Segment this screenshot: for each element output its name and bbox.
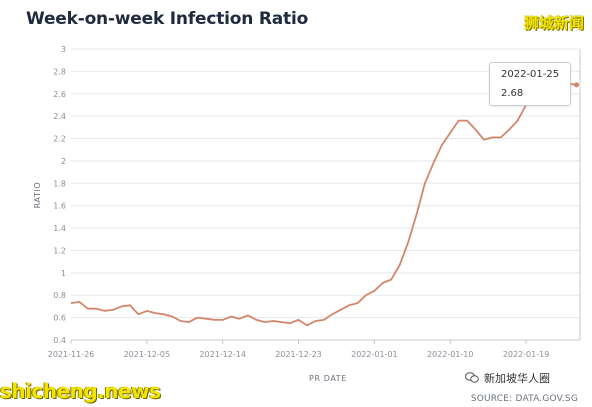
y-tick-label: 0.4 <box>53 336 66 345</box>
watermark-bottom-left: shicheng.news <box>0 379 161 403</box>
y-tick-label: 1.8 <box>53 179 66 188</box>
x-tick-label: 2022-01-01 <box>351 350 398 359</box>
y-tick-label: 2.4 <box>53 112 66 121</box>
x-tick-label: 2022-01-10 <box>427 350 474 359</box>
x-axis-label: PR DATE <box>309 374 347 383</box>
source-note: SOURCE: DATA.GOV.SG <box>470 394 578 404</box>
y-axis-ticks: 0.4 0.6 0.8 1 1.2 1.4 1.6 1.8 2 2.2 2.4 2.6 2.8 3 <box>53 45 66 345</box>
chart-title: Week-on-week Infection Ratio <box>26 9 309 29</box>
tooltip: 2022-01-25 2.68 <box>489 62 571 106</box>
y-tick-label: 2.2 <box>53 135 66 144</box>
y-tick-label: 0.8 <box>53 291 66 300</box>
y-tick-label: 2.8 <box>53 67 66 76</box>
hover-point[interactable] <box>574 82 580 88</box>
x-tick-label: 2021-12-05 <box>124 350 171 359</box>
tooltip-date: 2022-01-25 <box>501 69 560 80</box>
y-tick-label: 1.4 <box>53 224 66 233</box>
watermark-bottom-right: 新加坡华人圈 <box>484 372 550 385</box>
wechat-icon <box>465 372 479 383</box>
grid-lines <box>71 48 580 341</box>
y-tick-label: 3 <box>61 45 66 54</box>
x-tick-label: 2021-11-26 <box>48 350 95 359</box>
tooltip-value: 2.68 <box>501 88 524 99</box>
y-tick-label: 1 <box>61 269 66 278</box>
x-axis-ticks: 2021-11-26 2021-12-05 2021-12-14 2021-12-23… <box>48 340 550 359</box>
series-line[interactable] <box>70 72 577 327</box>
y-tick-label: 1.2 <box>53 246 66 255</box>
x-tick-label: 2021-12-14 <box>199 350 246 359</box>
y-tick-label: 1.6 <box>53 202 66 211</box>
y-axis-label: RATIO <box>33 182 42 209</box>
y-tick-label: 0.6 <box>53 314 66 323</box>
watermark-top: 狮城新闻 <box>523 14 584 32</box>
x-tick-label: 2022-01-19 <box>503 350 550 359</box>
y-tick-label: 2.6 <box>53 90 66 99</box>
x-tick-label: 2021-12-23 <box>275 350 322 359</box>
y-tick-label: 2 <box>61 157 66 166</box>
